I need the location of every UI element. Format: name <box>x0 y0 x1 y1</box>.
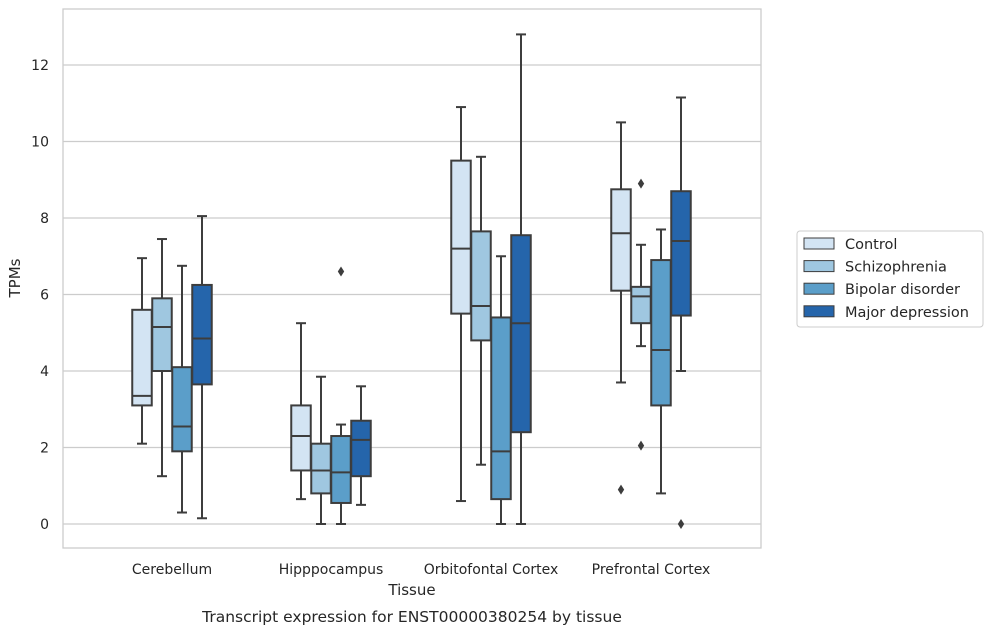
x-axis-label: Tissue <box>387 581 435 599</box>
box-iqr <box>350 419 372 478</box>
box-control-1 <box>290 322 312 501</box>
box-iqr <box>630 285 652 325</box>
x-tick-label: Hipppocampus <box>279 562 384 578</box>
box-iqr <box>290 404 312 472</box>
legend: Control Schizophrenia Bipolar disorder Majo… <box>796 230 984 328</box>
outlier-point <box>617 484 625 495</box>
legend-swatch <box>803 237 835 250</box>
box-iqr <box>330 435 352 504</box>
y-tick-label: 6 <box>40 288 49 304</box>
box-iqr <box>670 190 692 317</box>
box-iqr <box>171 366 193 453</box>
box-iqr <box>151 297 173 373</box>
x-tick-labels: Cerebellum Hipppocampus Orbitofontal Corte… <box>132 562 710 578</box>
box-iqr <box>191 283 213 386</box>
x-tick-label: Orbitofontal Cortex <box>424 562 559 578</box>
y-tick-label: 10 <box>31 135 49 151</box>
box-schizophrenia-2 <box>470 155 492 466</box>
box-schizophrenia-3 <box>630 178 652 451</box>
x-tick-label: Cerebellum <box>132 562 212 578</box>
box-iqr <box>610 188 632 292</box>
y-tick-labels: 0 2 4 6 8 10 12 <box>31 58 49 533</box>
outlier-point <box>637 440 645 451</box>
y-tick-label: 2 <box>40 441 49 457</box>
box-iqr <box>490 316 512 501</box>
y-axis-label: TPMs <box>6 258 24 298</box>
legend-label: Control <box>845 237 897 253</box>
y-tick-label: 8 <box>40 211 49 227</box>
x-tick-label: Prefrontal Cortex <box>592 562 711 578</box>
box-schizophrenia-1 <box>310 375 332 525</box>
box-iqr <box>310 442 332 495</box>
legend-label: Schizophrenia <box>845 260 947 276</box>
box-bipolar-disorder-3 <box>650 228 672 495</box>
legend-swatch <box>803 305 835 318</box>
box-bipolar-disorder-1 <box>330 266 352 525</box>
boxes <box>131 33 692 529</box>
box-iqr <box>650 259 672 407</box>
outlier-point <box>337 266 345 277</box>
box-control-0 <box>131 257 153 445</box>
box-iqr <box>131 308 153 407</box>
legend-frame <box>796 230 984 328</box>
box-major-depression-0 <box>191 215 213 520</box>
y-tick-label: 12 <box>31 58 49 74</box>
legend-label: Bipolar disorder <box>845 282 960 298</box>
box-major-depression-3 <box>670 96 692 529</box>
box-major-depression-1 <box>350 385 372 506</box>
box-iqr <box>450 159 472 315</box>
chart-caption: Transcript expression for ENST0000038025… <box>201 608 622 626</box>
plot-frame <box>62 8 762 549</box>
box-iqr <box>510 234 532 434</box>
box-control-2 <box>450 106 472 503</box>
box-control-3 <box>610 121 632 495</box>
y-tick-label: 4 <box>40 364 49 380</box>
box-major-depression-2 <box>510 33 532 525</box>
legend-swatch <box>803 260 835 273</box>
y-tick-label: 0 <box>40 517 49 533</box>
box-bipolar-disorder-2 <box>490 255 512 525</box>
box-schizophrenia-0 <box>151 238 173 478</box>
box-bipolar-disorder-0 <box>171 264 193 514</box>
outlier-point <box>637 178 645 189</box>
box-iqr <box>470 230 492 342</box>
legend-label: Major depression <box>845 305 969 321</box>
legend-swatch <box>803 282 835 295</box>
outlier-point <box>677 519 685 529</box>
